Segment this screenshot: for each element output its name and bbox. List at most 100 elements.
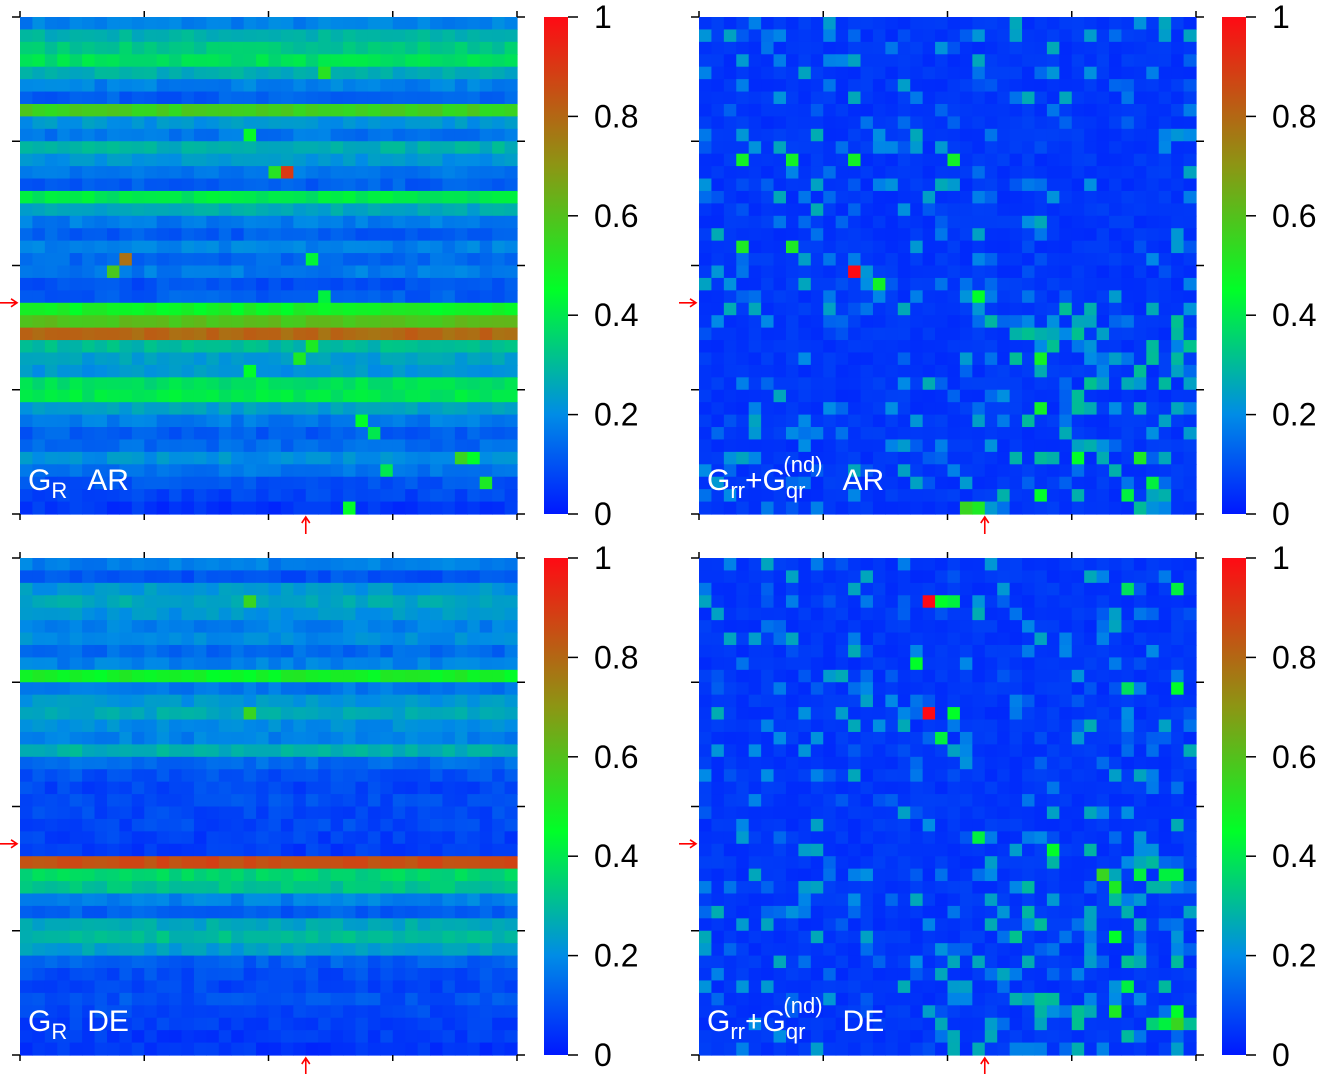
heatmap-cell [131,476,145,490]
heatmap-cell [1084,377,1098,391]
heatmap-cell [256,818,270,832]
heatmap-cell [736,290,750,304]
heatmap-cell [57,364,71,378]
heatmap-cell [69,41,83,55]
heatmap-cell [256,166,270,180]
heatmap-cell [106,41,121,55]
heatmap-cell [1171,166,1185,180]
heatmap-cell [454,377,468,391]
heatmap-cell [119,1017,133,1031]
heatmap-cell [20,315,34,329]
heatmap-cell [231,831,245,845]
heatmap-cell [131,464,145,478]
heatmap-cell [119,253,133,267]
heatmap-cell [430,141,444,155]
heatmap-cell [343,806,357,820]
heatmap-cell [848,215,862,229]
heatmap-cell [947,327,961,341]
heatmap-cell [897,377,911,391]
heatmap-cell [231,116,245,130]
heatmap-cell [736,240,750,254]
heatmap-cell [785,66,800,80]
heatmap-cell [430,265,444,279]
heatmap-cell [380,632,394,646]
heatmap-cell [910,228,924,242]
heatmap-cell [355,476,369,490]
heatmap-cell [1121,414,1135,428]
heatmap-cell [106,881,121,895]
heatmap-cell [454,968,468,982]
heatmap-cell [69,141,83,155]
heatmap-cell [947,128,961,142]
heatmap-cell [835,153,849,167]
heatmap-cell [835,141,849,155]
heatmap-cell [1046,228,1060,242]
heatmap-cell [848,103,862,118]
heatmap-cell [256,694,270,708]
heatmap-cell [699,277,713,291]
heatmap-cell [910,377,924,391]
heatmap-cell [268,1030,282,1044]
heatmap-cell [206,756,220,770]
heatmap-cell [872,228,886,242]
heatmap-cell [405,153,419,167]
heatmap-cell [1046,116,1060,130]
heatmap-cell [1109,327,1123,341]
heatmap-cell [885,29,899,43]
heatmap-cell [44,277,58,291]
heatmap-cell [256,141,270,155]
heatmap-cell [748,439,762,453]
heatmap-cell [367,153,381,167]
heatmap-cell [835,464,849,478]
heatmap-cell [430,558,444,572]
heatmap-cell [293,1017,307,1031]
heatmap-cell [280,831,294,845]
heatmap-cell [860,79,874,93]
heatmap-cell [1096,476,1110,490]
heatmap-cell [430,41,444,55]
heatmap-cell [947,166,961,180]
heatmap-cell [280,190,294,204]
heatmap-cell [169,414,183,428]
heatmap-cell [479,389,493,403]
heatmap-cell [723,340,737,354]
heatmap-cell [106,128,121,142]
heatmap-cell [1133,352,1147,366]
heatmap-cell [504,992,518,1006]
heatmap-cell [392,327,406,341]
heatmap-cell [32,489,46,503]
heatmap-cell [711,91,725,105]
heatmap-cell [723,91,737,105]
heatmap-cell [1183,103,1197,118]
heatmap-cell [193,781,207,795]
heatmap-cell [748,501,762,515]
heatmap-cell [144,595,158,609]
heatmap-cell [835,377,849,391]
heatmap-cell [1146,389,1160,403]
heatmap-cell [810,389,824,403]
heatmap-cell [1158,190,1172,204]
heatmap-cell [231,402,245,416]
heatmap-cell [44,744,58,758]
heatmap-cell [156,570,170,584]
heatmap-cell [935,277,949,291]
heatmap-cell [280,719,294,733]
heatmap-cell [268,930,282,944]
heatmap-cell [997,389,1011,403]
heatmap-cell [231,955,245,969]
heatmap-cell [479,1005,493,1019]
heatmap-cell [1158,302,1172,316]
heatmap-cell [798,439,812,453]
heatmap-cell [243,719,257,733]
heatmap-cell [736,389,750,403]
heatmap-cell [181,806,195,820]
heatmap-cell [872,364,886,378]
heatmap-cell [57,17,71,31]
heatmap-cell [1096,389,1110,403]
heatmap-cell [736,17,750,31]
heatmap-cell [57,1030,71,1044]
heatmap-cell [156,203,170,217]
heatmap-cell [193,831,207,845]
heatmap-cell [699,116,713,130]
heatmap-cell [343,943,357,957]
